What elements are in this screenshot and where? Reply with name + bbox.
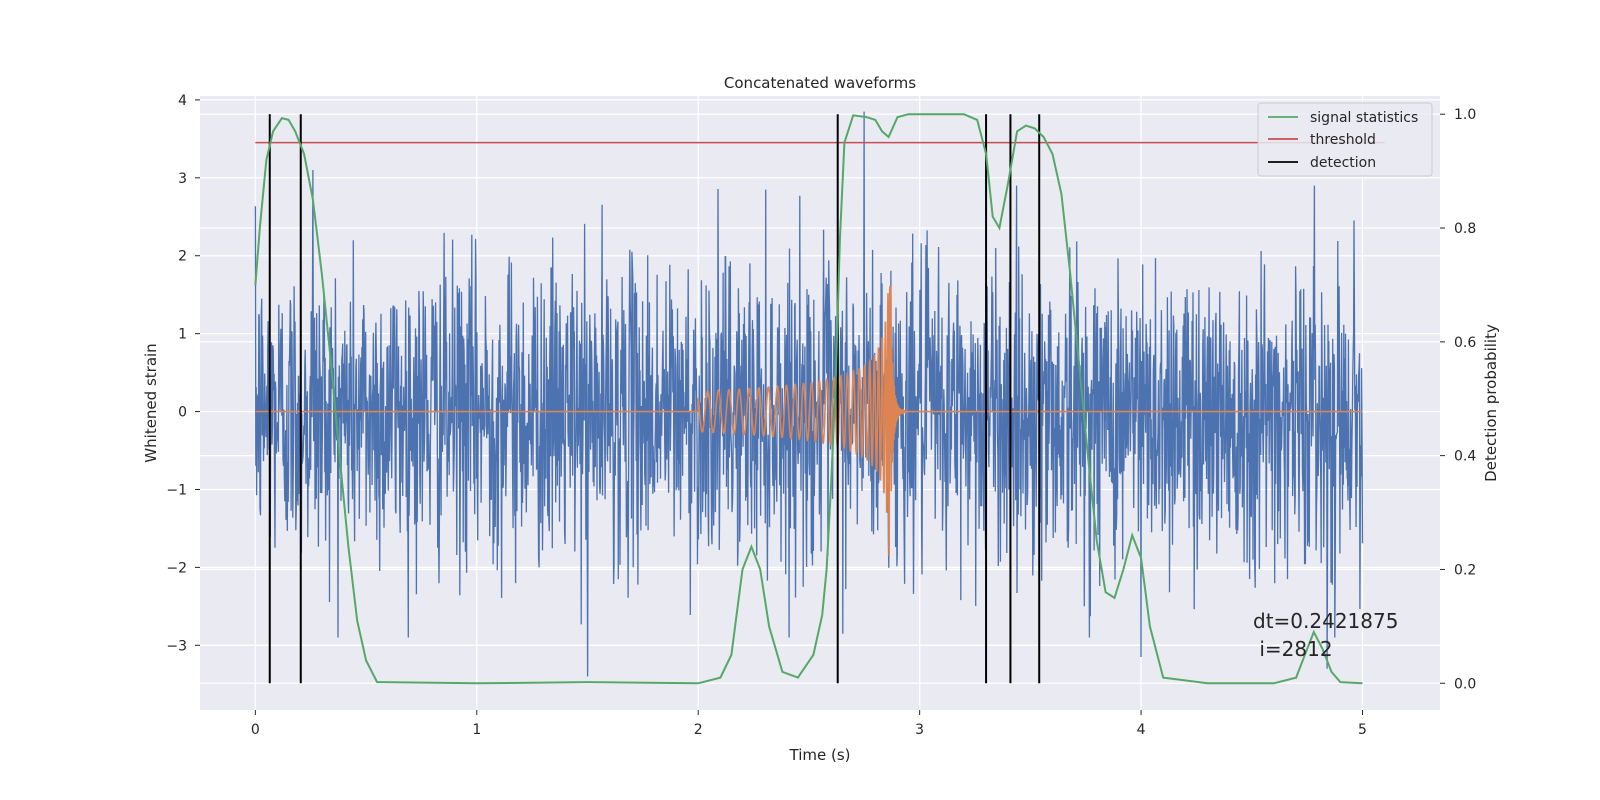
y-tick-label: −1 — [166, 482, 187, 498]
y-right-tick-label: 0.2 — [1454, 562, 1476, 578]
y-right-tick-label: 0.0 — [1454, 676, 1476, 692]
x-tick-label: 0 — [251, 722, 260, 738]
x-axis-label: Time (s) — [789, 746, 851, 764]
annotation-dt: dt=0.2421875 — [1253, 609, 1398, 633]
legend-box — [1257, 102, 1433, 177]
chart-title: Concatenated waveforms — [724, 74, 916, 92]
y-tick-label: 3 — [178, 171, 187, 187]
y-tick-label: −2 — [166, 560, 187, 576]
x-tick-label: 1 — [472, 722, 481, 738]
y-right-tick-label: 1.0 — [1454, 107, 1476, 123]
series-detection — [268, 114, 1041, 684]
x-tick-label: 3 — [915, 722, 924, 738]
x-tick-label: 5 — [1358, 722, 1367, 738]
series-signal-statistics — [254, 113, 1363, 685]
legend: signal statistics threshold detection — [1257, 102, 1433, 177]
y-tick-label: 0 — [178, 405, 187, 421]
y-tick-label: −3 — [166, 638, 187, 654]
y-right-tick-label: 0.4 — [1454, 449, 1476, 465]
axis-ticks: 0 1 2 3 4 5 −3 −2 −1 0 1 2 3 4 0.0 0.2 0.4 0.6 0.8 1.0 — [166, 93, 1476, 738]
legend-label-threshold: threshold — [1310, 132, 1376, 148]
x-tick-label: 4 — [1137, 722, 1146, 738]
series-whitened-strain — [254, 111, 1364, 677]
annotation-index: i=2812 — [1253, 637, 1333, 661]
y-right-tick-label: 0.6 — [1454, 335, 1476, 351]
y-right-tick-label: 0.8 — [1454, 221, 1476, 237]
y-tick-label: 1 — [178, 327, 187, 343]
y-axis-right-label: Detection probability — [1482, 324, 1500, 482]
legend-label-signal-statistics: signal statistics — [1310, 110, 1418, 126]
x-tick-label: 2 — [694, 722, 703, 738]
legend-label-detection: detection — [1310, 155, 1376, 171]
series-injected-chirp — [255, 286, 1363, 557]
y-tick-label: 4 — [178, 93, 187, 109]
y-axis-label: Whitened strain — [142, 343, 160, 462]
y-tick-label: 2 — [178, 249, 187, 265]
